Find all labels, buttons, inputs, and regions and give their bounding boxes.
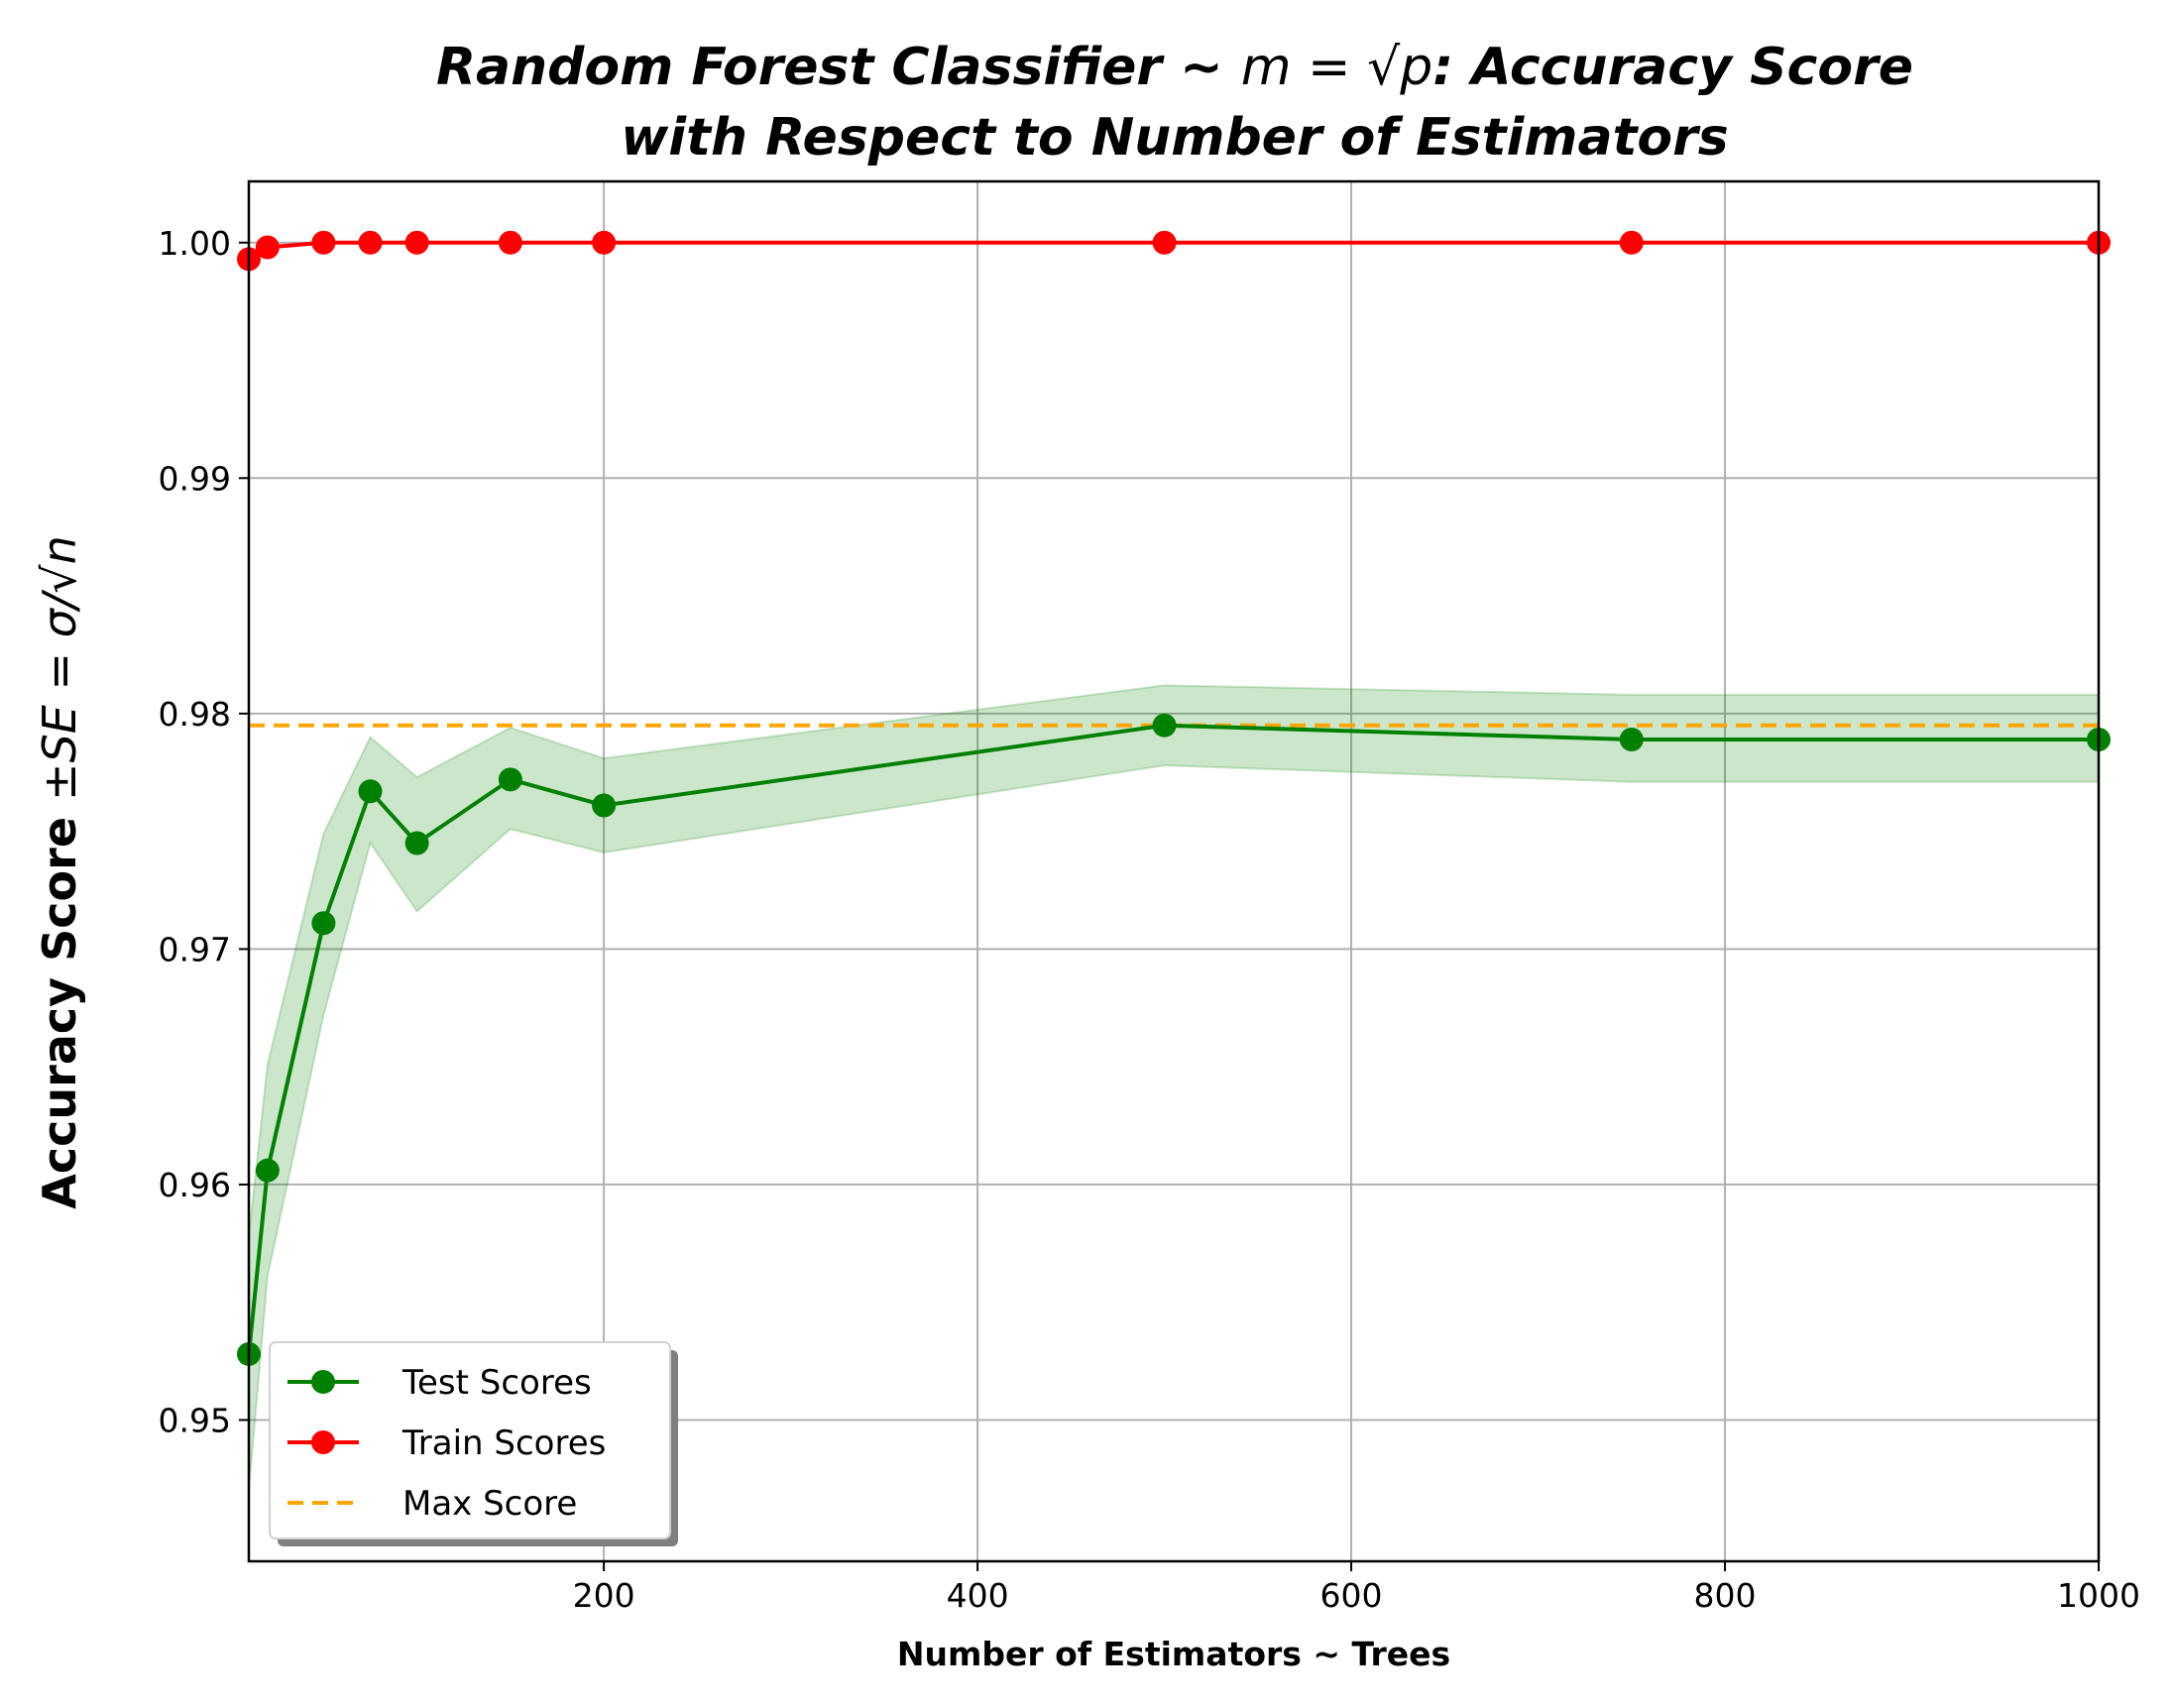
train-scores-point	[498, 230, 522, 255]
test-scores-point	[404, 831, 429, 855]
legend-train-scores-marker	[311, 1430, 335, 1454]
train-scores-point	[592, 230, 617, 255]
test-scores-error-band	[249, 684, 2099, 1491]
x-tick-label: 600	[1320, 1576, 1383, 1615]
y-tick-label: 1.00	[159, 224, 231, 263]
chart-title-line-1: Random Forest Classifier ~ m = √p: Accur…	[436, 38, 1913, 97]
y-tick-label: 0.96	[159, 1166, 231, 1204]
train-scores-line	[247, 240, 2099, 262]
test-scores-point	[358, 779, 383, 804]
train-scores-point	[311, 230, 336, 255]
chart-title-line-2: with Respect to Number of Estimators	[621, 108, 1729, 168]
y-tick-label: 0.95	[159, 1401, 231, 1439]
y-axis-label: Accuracy Score ±SE = σ/√n	[33, 535, 86, 1209]
x-axis-label: Number of Estimators ~ Trees	[897, 1635, 1450, 1673]
train-scores-point	[358, 230, 383, 255]
legend-box	[269, 1341, 671, 1539]
legend-test-scores-marker	[311, 1370, 335, 1394]
x-tick-label: 200	[573, 1576, 635, 1615]
legend-test-scores-label: Test Scores	[401, 1363, 592, 1403]
train-scores-point	[255, 235, 280, 260]
series	[237, 230, 2111, 1366]
test-scores-point	[498, 767, 522, 792]
y-tick-label: 0.98	[159, 695, 231, 734]
test-scores-point	[1619, 727, 1644, 751]
y-tick-label: 0.97	[159, 930, 231, 968]
test-scores-band	[249, 684, 2099, 1491]
x-tick-label: 1000	[2057, 1576, 2140, 1615]
x-axis-ticks: 200 400 600 800 1000	[573, 1561, 2140, 1615]
train-scores-point	[1619, 230, 1644, 255]
test-scores-point	[311, 911, 336, 936]
train-scores-point	[404, 230, 429, 255]
x-tick-label: 400	[947, 1576, 1009, 1615]
y-axis-ticks: 0.95 0.96 0.97 0.98 0.99 1.00	[159, 224, 249, 1439]
axes-frame	[247, 179, 2101, 1563]
test-scores-line	[247, 723, 2099, 1355]
legend-train-scores-label: Train Scores	[401, 1423, 606, 1463]
test-scores-point	[592, 793, 617, 818]
train-scores-point	[1152, 230, 1177, 255]
legend-max-score-label: Max Score	[402, 1484, 577, 1524]
test-scores-point	[255, 1158, 280, 1183]
legend: Test Scores Train Scores Max Score	[269, 1341, 678, 1546]
test-scores-point	[1152, 713, 1177, 738]
x-tick-label: 800	[1694, 1576, 1757, 1615]
y-tick-label: 0.99	[159, 459, 231, 498]
